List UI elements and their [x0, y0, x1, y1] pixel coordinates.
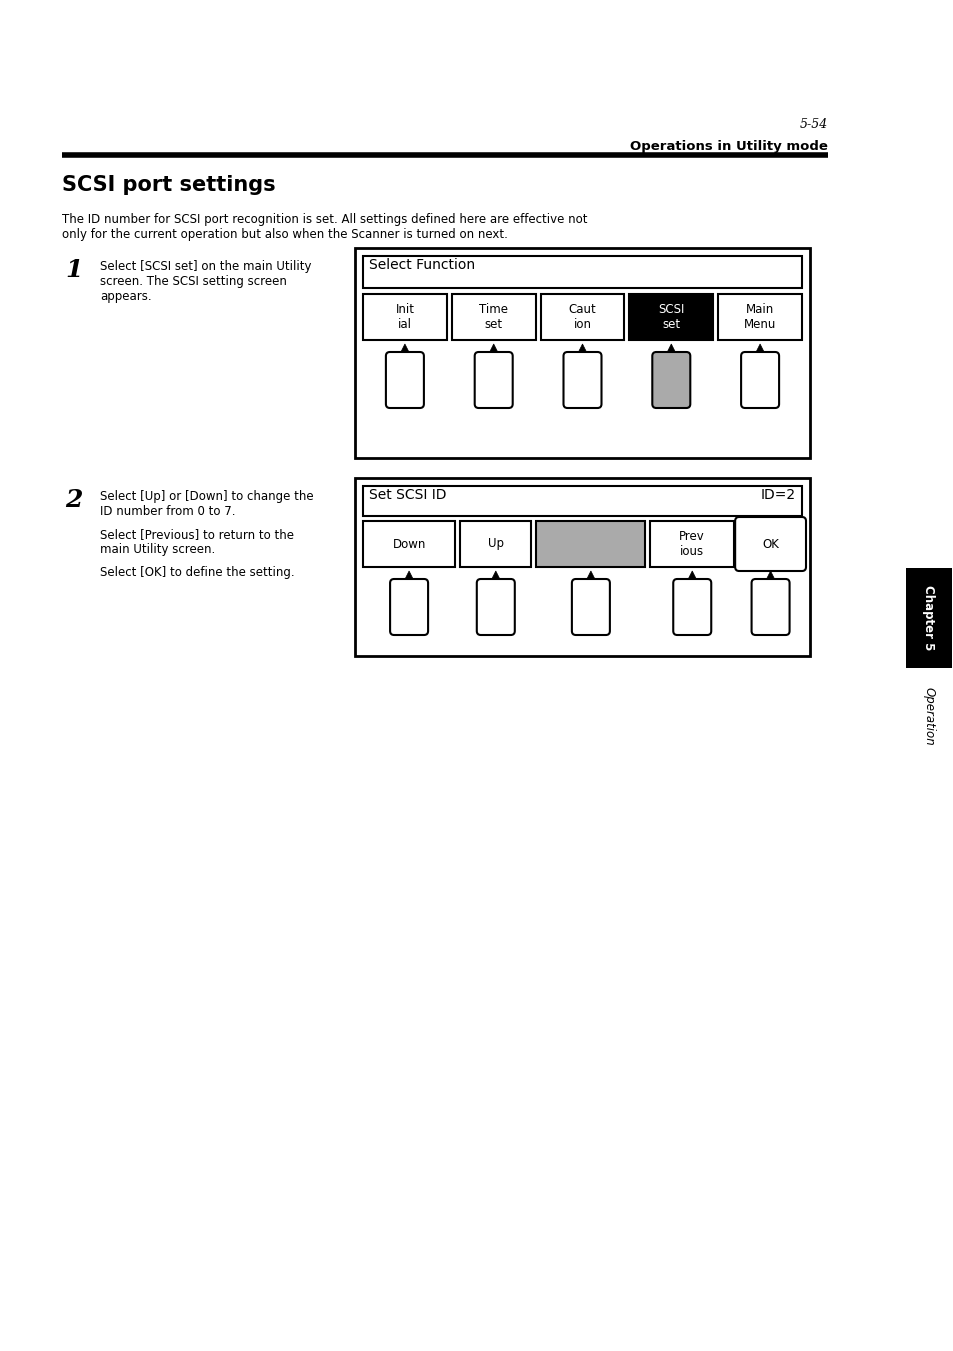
- Text: SCSI port settings: SCSI port settings: [62, 176, 275, 195]
- FancyBboxPatch shape: [905, 567, 951, 667]
- FancyBboxPatch shape: [363, 521, 455, 567]
- Text: only for the current operation but also when the Scanner is turned on next.: only for the current operation but also …: [62, 228, 507, 240]
- FancyBboxPatch shape: [452, 295, 535, 340]
- Text: Up: Up: [487, 538, 503, 550]
- FancyBboxPatch shape: [735, 517, 805, 571]
- Polygon shape: [488, 345, 498, 354]
- Polygon shape: [404, 571, 414, 581]
- FancyBboxPatch shape: [475, 353, 512, 408]
- Text: Select [Previous] to return to the: Select [Previous] to return to the: [100, 528, 294, 540]
- FancyBboxPatch shape: [571, 580, 609, 635]
- FancyBboxPatch shape: [563, 353, 601, 408]
- Text: Init
ial: Init ial: [395, 303, 414, 331]
- Text: screen. The SCSI setting screen: screen. The SCSI setting screen: [100, 276, 287, 288]
- Text: Set SCSI ID: Set SCSI ID: [369, 488, 446, 503]
- Text: 5-54: 5-54: [799, 118, 827, 131]
- Text: Time
set: Time set: [478, 303, 508, 331]
- Text: Select [OK] to define the setting.: Select [OK] to define the setting.: [100, 566, 294, 580]
- Text: 1: 1: [65, 258, 82, 282]
- Text: Prev
ious: Prev ious: [679, 530, 704, 558]
- FancyBboxPatch shape: [652, 353, 690, 408]
- Text: Operations in Utility mode: Operations in Utility mode: [630, 141, 827, 153]
- Text: Select [Up] or [Down] to change the: Select [Up] or [Down] to change the: [100, 490, 314, 503]
- Text: ID number from 0 to 7.: ID number from 0 to 7.: [100, 505, 235, 517]
- FancyBboxPatch shape: [355, 249, 809, 458]
- FancyBboxPatch shape: [355, 478, 809, 657]
- Text: ID=2: ID=2: [760, 488, 795, 503]
- Text: Select [SCSI set] on the main Utility: Select [SCSI set] on the main Utility: [100, 259, 312, 273]
- Polygon shape: [686, 571, 697, 581]
- FancyBboxPatch shape: [459, 521, 531, 567]
- Polygon shape: [399, 345, 410, 354]
- Polygon shape: [764, 571, 775, 581]
- Text: OK: OK: [761, 538, 779, 550]
- Polygon shape: [490, 571, 500, 581]
- FancyBboxPatch shape: [476, 580, 515, 635]
- Text: Operation: Operation: [922, 686, 935, 746]
- Polygon shape: [665, 345, 676, 354]
- FancyBboxPatch shape: [386, 353, 423, 408]
- FancyBboxPatch shape: [650, 521, 734, 567]
- Text: main Utility screen.: main Utility screen.: [100, 543, 215, 557]
- Text: Down: Down: [392, 538, 425, 550]
- Text: The ID number for SCSI port recognition is set. All settings defined here are ef: The ID number for SCSI port recognition …: [62, 213, 587, 226]
- FancyBboxPatch shape: [540, 295, 624, 340]
- Text: appears.: appears.: [100, 290, 152, 303]
- Text: Chapter 5: Chapter 5: [922, 585, 935, 651]
- Text: 2: 2: [65, 488, 82, 512]
- Polygon shape: [585, 571, 596, 581]
- FancyBboxPatch shape: [629, 295, 713, 340]
- FancyBboxPatch shape: [363, 295, 446, 340]
- Polygon shape: [577, 345, 587, 354]
- FancyBboxPatch shape: [363, 486, 801, 516]
- FancyBboxPatch shape: [536, 521, 644, 567]
- FancyBboxPatch shape: [363, 255, 801, 288]
- Text: Select Function: Select Function: [369, 258, 475, 272]
- Text: Main
Menu: Main Menu: [743, 303, 776, 331]
- FancyBboxPatch shape: [390, 580, 428, 635]
- FancyBboxPatch shape: [718, 295, 801, 340]
- Text: Caut
ion: Caut ion: [568, 303, 596, 331]
- Polygon shape: [755, 345, 764, 354]
- FancyBboxPatch shape: [673, 580, 711, 635]
- Text: SCSI
set: SCSI set: [658, 303, 683, 331]
- FancyBboxPatch shape: [751, 580, 789, 635]
- FancyBboxPatch shape: [740, 353, 779, 408]
